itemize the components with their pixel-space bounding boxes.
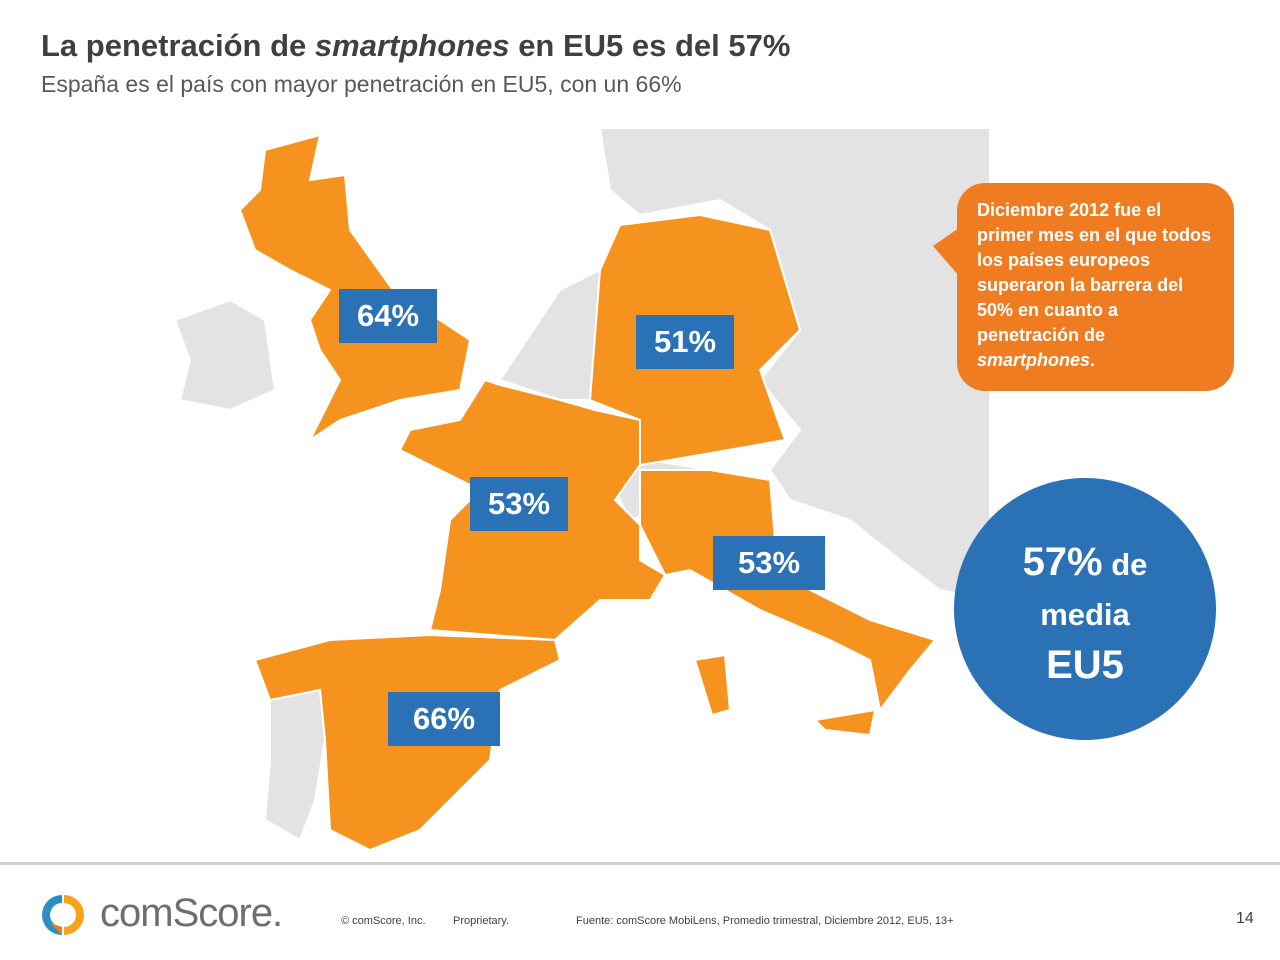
average-word: de <box>1102 547 1148 582</box>
footer-divider <box>0 862 1280 865</box>
comscore-logo-icon <box>42 895 84 935</box>
average-word: media <box>1040 597 1130 632</box>
map-portugal <box>263 688 327 842</box>
map-italy <box>639 469 937 713</box>
label-spain: 66% <box>388 692 500 746</box>
map-uk <box>238 133 472 443</box>
map-benelux <box>498 268 602 401</box>
callout-end: . <box>1090 350 1096 370</box>
average-circle: 57% de media EU5 <box>954 478 1216 740</box>
page-title: La penetración de smartphones en EU5 es … <box>41 28 790 64</box>
copyright: © comScore, Inc. <box>341 915 426 927</box>
page-number: 14 <box>1236 910 1254 927</box>
callout-italic: smartphones <box>977 350 1091 370</box>
average-word: EU5 <box>1046 643 1124 687</box>
map-ireland <box>173 298 277 412</box>
label-italy: 53% <box>713 536 825 590</box>
label-uk: 64% <box>339 289 437 343</box>
proprietary: Proprietary. <box>453 915 510 927</box>
map-sardinia <box>693 653 732 717</box>
callout-text: Diciembre 2012 fue el primer mes en el q… <box>977 200 1212 345</box>
title-text-end: en EU5 es del 57% <box>509 28 791 63</box>
page-subtitle: España es el país con mayor penetración … <box>41 71 682 97</box>
title-italic: smartphones <box>314 28 510 63</box>
average-value: 57% <box>1022 540 1103 584</box>
label-france: 53% <box>470 477 568 531</box>
callout-bubble: Diciembre 2012 fue el primer mes en el q… <box>933 183 1234 391</box>
source-note: Fuente: comScore MobiLens, Promedio trim… <box>576 915 954 927</box>
map-sicily <box>812 708 877 737</box>
label-germany: 51% <box>636 315 734 369</box>
title-text: La penetración de <box>41 28 315 63</box>
brand-logo-text: comScore. <box>100 891 283 935</box>
